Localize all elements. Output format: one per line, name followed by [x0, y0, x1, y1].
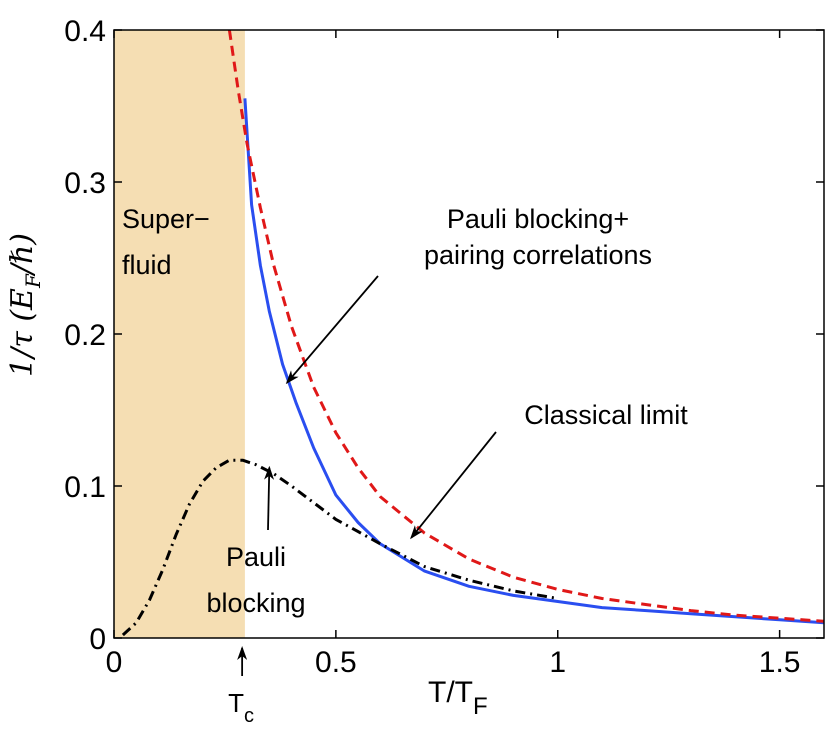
annotation-text: Pauli blocking+	[447, 204, 629, 234]
y-axis-label: 1/τ (EF/ℏ)	[5, 233, 45, 377]
y-axis-label-main: 1/τ (E	[5, 288, 40, 377]
y-tick-label: 0.1	[64, 471, 106, 504]
annotation-arrow	[264, 465, 275, 531]
y-axis-label-end: /ℏ)	[5, 233, 40, 277]
x-axis-label-sub: F	[473, 693, 488, 720]
superfluid-label-line1: Super−	[122, 204, 210, 234]
y-axis-label-sub: F	[21, 273, 45, 289]
x-tick-label: 1	[549, 646, 566, 679]
series-dashdot-line	[121, 458, 559, 637]
x-tick-label: 1.5	[759, 646, 801, 679]
annotation-text: pairing correlations	[424, 240, 652, 270]
annotation-arrow	[285, 275, 379, 385]
tc-label: Tc	[228, 688, 254, 727]
superfluid-region	[114, 30, 245, 638]
annotation-text: Classical limit	[524, 400, 688, 430]
annotation-arrow	[410, 431, 497, 540]
x-tick-label: 0	[106, 646, 123, 679]
y-tick-label: 0.3	[64, 167, 106, 200]
x-tick-label: 0.5	[315, 646, 357, 679]
superfluid-label-line2: fluid	[122, 250, 172, 280]
annotation-text: Pauli	[226, 542, 286, 572]
y-tick-label: 0.4	[64, 15, 106, 48]
series-solid-line	[243, 98, 824, 625]
y-tick-label: 0.2	[64, 319, 106, 352]
y-tick-label: 0	[89, 623, 106, 656]
series-dashed-line	[227, 30, 824, 623]
x-axis-label: T/TF	[428, 676, 488, 720]
annotation-text: blocking	[206, 588, 305, 618]
x-axis-label-main: T/T	[428, 676, 473, 709]
